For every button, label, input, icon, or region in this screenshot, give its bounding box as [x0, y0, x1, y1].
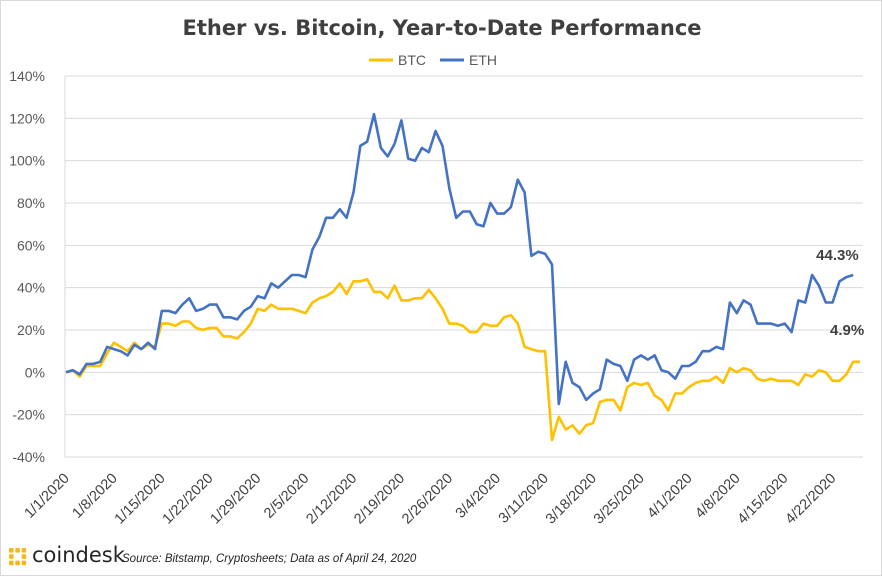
y-tick-label: 140%: [9, 68, 45, 84]
y-axis: 140% 120% 100% 80% 60% 40% 20% 0% -20% -40%: [9, 68, 45, 465]
y-tick-label: 100%: [9, 153, 45, 169]
x-tick-label: 4/1/2020: [644, 471, 695, 522]
chart-title: Ether vs. Bitcoin, Year-to-Date Performa…: [182, 16, 701, 40]
x-tick-label: 1/22/2020: [160, 471, 217, 528]
x-tick-label: 3/25/2020: [591, 471, 648, 528]
y-tick-label: 60%: [17, 237, 45, 253]
y-tick-label: 20%: [17, 322, 45, 338]
x-tick-label: 1/15/2020: [112, 471, 169, 528]
series-line-btc: [65, 277, 860, 442]
x-tick-label: 2/26/2020: [399, 471, 456, 528]
y-tick-label: 0%: [25, 364, 45, 380]
data-labels: 44.3% 4.9%: [816, 247, 864, 339]
legend: BTC ETH: [369, 52, 497, 68]
source-note: Source: Bitstamp, Cryptosheets; Data as …: [122, 553, 417, 565]
logo-dot: [9, 554, 14, 559]
x-tick-label: 3/11/2020: [496, 471, 552, 527]
coindesk-logo: coindesk: [9, 543, 126, 567]
gridlines: [64, 75, 863, 458]
logo-dot: [9, 560, 14, 566]
logo-dot: [21, 560, 27, 566]
series-line-eth: [65, 112, 854, 406]
coindesk-logo-icon: [9, 548, 27, 566]
legend-btc-label: BTC: [398, 52, 426, 68]
brand-name: coindesk: [32, 543, 126, 567]
x-tick-label: 1/1/2020: [22, 471, 73, 522]
data-label-eth: 44.3%: [816, 247, 859, 264]
logo-dot: [21, 548, 27, 553]
x-axis: 1/1/20201/8/20201/15/20201/22/20201/29/2…: [22, 471, 840, 528]
x-tick-label: 3/18/2020: [543, 471, 600, 528]
legend-eth-label: ETH: [469, 52, 497, 68]
y-tick-label: 40%: [17, 280, 45, 296]
y-tick-label: -40%: [12, 449, 45, 465]
y-tick-label: -20%: [12, 407, 45, 423]
logo-dot: [15, 560, 20, 566]
y-tick-label: 120%: [9, 110, 45, 126]
x-tick-label: 2/12/2020: [303, 471, 360, 528]
x-tick-label: 4/22/2020: [783, 471, 840, 528]
y-tick-label: 80%: [17, 195, 45, 211]
logo-dot: [9, 548, 14, 553]
x-tick-label: 2/19/2020: [351, 471, 408, 528]
x-tick-label: 1/29/2020: [208, 471, 265, 528]
logo-dot: [15, 548, 20, 553]
x-tick-label: 4/15/2020: [735, 471, 792, 528]
data-label-btc: 4.9%: [830, 322, 864, 339]
series-lines: [65, 112, 860, 442]
logo-dot: [21, 554, 27, 559]
